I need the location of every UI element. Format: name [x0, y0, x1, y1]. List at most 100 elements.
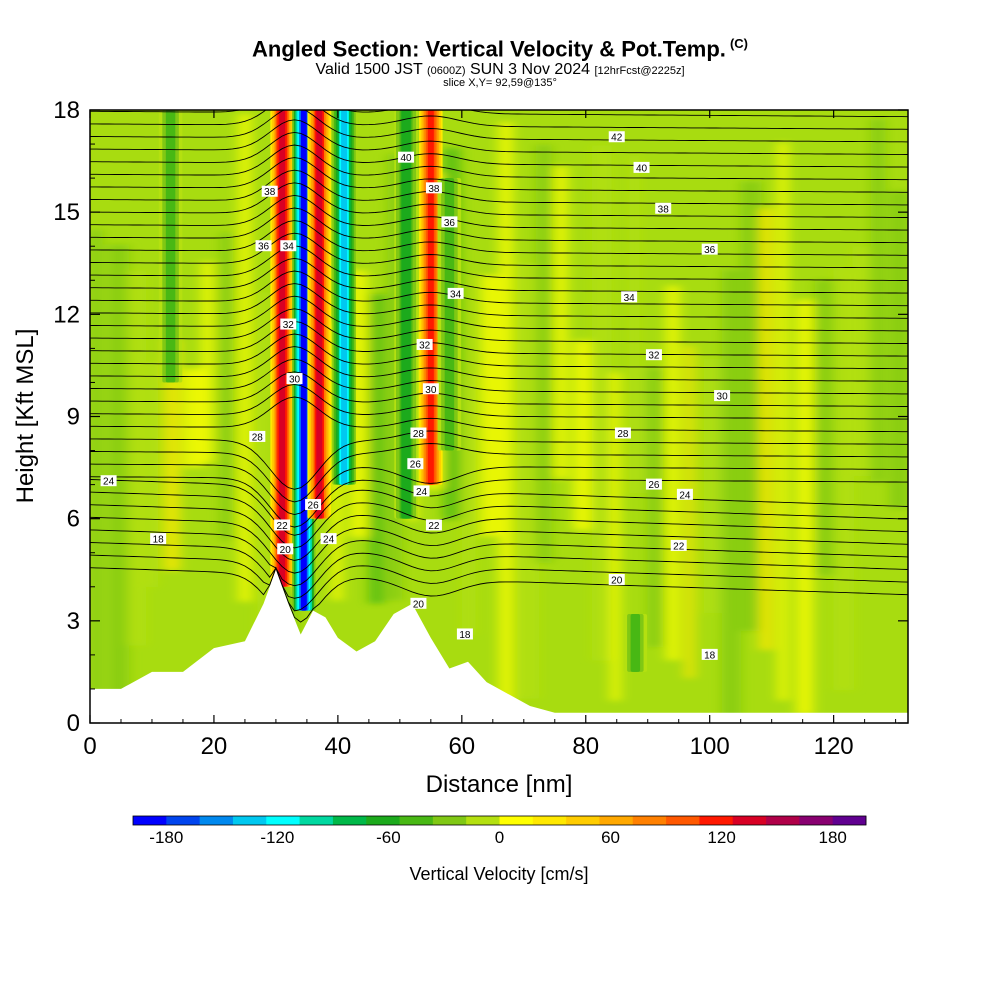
updraft-band — [279, 110, 286, 587]
contour-label-bg — [645, 349, 662, 361]
velocity-band — [517, 262, 540, 699]
contour-label-text: 24 — [679, 490, 691, 501]
contour-label-text: 40 — [636, 163, 648, 174]
contour-label-text: 32 — [648, 351, 660, 362]
contour-label-bg — [701, 648, 718, 660]
contour-label-bg — [416, 338, 433, 350]
contour-label-bg — [280, 318, 297, 330]
contour-label: 28 — [410, 427, 427, 440]
y-tick-label: 18 — [53, 97, 80, 124]
contour-label-bg — [608, 131, 625, 143]
contour-label: 20 — [608, 573, 625, 586]
colorbar-frame — [132, 815, 867, 826]
contour-label: 38 — [655, 202, 672, 215]
contour-label-text: 36 — [258, 242, 270, 253]
pot-temp-contour — [90, 443, 908, 503]
downdraft-band — [167, 110, 174, 383]
contour-labels: 42 40 40 38 38 38 36 34 36 36 34 34 32 32 32 30 30 30 28 28… — [100, 131, 731, 661]
contour-label-bg — [714, 390, 731, 402]
contour-label-text: 34 — [283, 242, 295, 253]
contour-label: 18 — [456, 628, 473, 641]
contour-label-text: 20 — [611, 575, 623, 586]
contour-label-text: 18 — [459, 630, 471, 641]
pot-temp-contour — [90, 207, 908, 244]
contour-label-bg — [425, 519, 442, 531]
velocity-band — [499, 121, 513, 722]
pot-temp-contour — [90, 371, 908, 407]
contour-label-text: 30 — [717, 392, 729, 403]
y-tick-label: 0 — [67, 710, 80, 737]
contour-label-bg — [286, 373, 303, 385]
pot-temp-contour — [90, 144, 908, 181]
contour-label-bg — [280, 240, 297, 252]
contour-label: 36 — [441, 216, 458, 229]
pot-temp-contour — [90, 308, 908, 344]
pot-temp-contour — [90, 491, 908, 549]
colorbar-swatch — [133, 816, 167, 825]
velocity-band — [220, 232, 233, 540]
velocity-band — [833, 267, 855, 691]
colorbar-swatch — [399, 816, 434, 825]
contour-label-text: 42 — [611, 133, 623, 144]
pot-temp-contour — [90, 131, 908, 168]
contour-label-bg — [410, 427, 427, 439]
contour-label: 30 — [286, 373, 303, 386]
colorbar-swatch — [632, 816, 667, 825]
contour-label: 22 — [670, 539, 687, 552]
contour-label-text: 32 — [419, 340, 431, 351]
contour-label: 20 — [277, 543, 294, 556]
velocity-band — [870, 118, 886, 482]
terrain — [90, 569, 908, 723]
x-tick-label: 120 — [814, 733, 854, 760]
pot-temp-contour — [90, 295, 908, 332]
colorbar-swatch — [432, 816, 467, 825]
contour-label: 40 — [398, 151, 415, 164]
contour-label: 30 — [422, 383, 439, 396]
velocity-band — [610, 372, 621, 701]
contour-label: 26 — [305, 499, 322, 512]
velocity-band — [740, 181, 762, 631]
pot-temp-contour — [90, 529, 908, 587]
colorbar-tick-label: 180 — [818, 828, 846, 847]
contour-label-bg — [645, 478, 662, 490]
pot-temp-contour — [90, 516, 908, 574]
contour-label-bg — [410, 597, 427, 609]
velocity-band — [201, 261, 214, 463]
contour-label: 22 — [274, 519, 291, 532]
downdraft-feature — [332, 110, 356, 485]
x-tick-label: 40 — [325, 733, 352, 760]
velocity-band — [777, 142, 789, 701]
y-tick-label: 12 — [53, 301, 80, 328]
pot-temp-contour — [90, 320, 908, 357]
x-tick-label: 20 — [201, 733, 228, 760]
velocity-band — [480, 275, 499, 537]
pot-temp-contour — [90, 504, 908, 561]
slice-info: slice X,Y= 92,59@135° — [443, 77, 557, 89]
contour-label-text: 40 — [400, 153, 412, 164]
contour-label-bg — [398, 151, 415, 163]
contour-label-bg — [456, 628, 473, 640]
y-axis-label: Height [Kft MSL] — [12, 329, 39, 504]
contour-label-bg — [633, 161, 650, 173]
velocity-band — [182, 368, 205, 468]
colorbar-swatch — [166, 816, 201, 825]
contour-label-text: 38 — [428, 184, 440, 195]
chart-title: Angled Section: Vertical Velocity & Pot.… — [252, 36, 748, 62]
velocity-band — [852, 246, 870, 477]
velocity-band — [127, 270, 147, 646]
colorbar-tick-label: 60 — [601, 828, 620, 847]
pot-temp-contour — [90, 283, 908, 319]
pot-temp-contour — [90, 110, 908, 143]
pot-temp-contour — [90, 430, 908, 490]
contour-label-text: 28 — [617, 429, 629, 440]
pot-temp-contour — [90, 245, 908, 281]
y-tick-label: 3 — [67, 608, 80, 635]
contour-label: 40 — [633, 161, 650, 174]
contour-label-text: 30 — [425, 385, 437, 396]
pot-temp-contour — [90, 358, 908, 395]
updraft-band — [316, 110, 323, 519]
velocity-band — [703, 358, 715, 614]
contour-label-text: 24 — [416, 487, 428, 498]
